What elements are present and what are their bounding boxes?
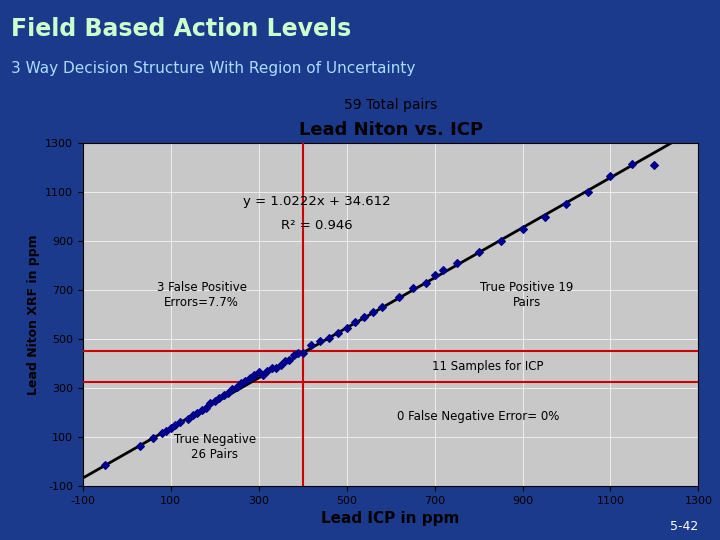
Point: [217, 391, 229, 400]
Point: [275, 360, 287, 369]
Point: [429, 271, 441, 280]
Text: y = 1.0222x + 34.612: y = 1.0222x + 34.612: [243, 195, 390, 208]
Point: [187, 410, 199, 419]
Point: [367, 308, 379, 316]
Point: [495, 237, 506, 245]
Point: [253, 368, 264, 376]
Point: [161, 427, 172, 435]
Point: [248, 370, 260, 379]
Point: [394, 293, 405, 302]
Point: [561, 200, 572, 208]
Point: [134, 441, 145, 450]
Point: [284, 355, 295, 364]
Text: 0 False Negative Error= 0%: 0 False Negative Error= 0%: [397, 410, 559, 423]
Point: [227, 385, 238, 394]
Point: [649, 161, 660, 170]
Point: [192, 408, 203, 417]
Point: [332, 329, 343, 338]
Text: 3 Way Decision Structure With Region of Uncertainty: 3 Way Decision Structure With Region of …: [11, 62, 415, 77]
Point: [279, 357, 291, 366]
Y-axis label: Lead Niton XRF in ppm: Lead Niton XRF in ppm: [27, 234, 40, 395]
Point: [204, 399, 216, 407]
Point: [148, 434, 159, 443]
Point: [350, 318, 361, 327]
Text: 11 Samples for ICP: 11 Samples for ICP: [431, 360, 543, 373]
Point: [174, 418, 185, 427]
Point: [407, 284, 418, 292]
Text: 3 False Positive
Errors=7.7%: 3 False Positive Errors=7.7%: [156, 281, 246, 309]
Point: [582, 188, 594, 197]
Point: [341, 323, 352, 332]
X-axis label: Lead ICP in ppm: Lead ICP in ppm: [321, 511, 460, 526]
Point: [231, 382, 243, 391]
Point: [315, 337, 326, 346]
Point: [235, 379, 247, 388]
Point: [262, 367, 274, 375]
Point: [359, 313, 370, 321]
Text: 59 Total pairs: 59 Total pairs: [344, 98, 437, 112]
Point: [165, 424, 176, 433]
Text: True Negative
26 Pairs: True Negative 26 Pairs: [174, 433, 256, 461]
Text: Field Based Action Levels: Field Based Action Levels: [11, 17, 351, 41]
Point: [169, 421, 181, 430]
Point: [200, 403, 212, 412]
Point: [183, 414, 194, 423]
Point: [517, 225, 528, 233]
Point: [306, 341, 318, 349]
Point: [222, 389, 234, 397]
Point: [438, 266, 449, 275]
Point: [99, 461, 111, 469]
Point: [451, 259, 462, 267]
Title: Lead Niton vs. ICP: Lead Niton vs. ICP: [299, 121, 482, 139]
Point: [288, 350, 300, 359]
Point: [240, 376, 251, 385]
Point: [376, 303, 387, 312]
Point: [209, 396, 220, 405]
Point: [156, 429, 168, 437]
Point: [420, 279, 431, 287]
Point: [244, 374, 256, 382]
Point: [266, 364, 278, 373]
Point: [257, 370, 269, 379]
Text: True Positive 19
Pairs: True Positive 19 Pairs: [480, 281, 574, 309]
Point: [213, 394, 225, 402]
Point: [626, 160, 638, 168]
Point: [297, 348, 308, 357]
Point: [473, 248, 485, 256]
Text: R² = 0.946: R² = 0.946: [281, 219, 353, 232]
Point: [292, 348, 304, 357]
Text: 5-42: 5-42: [670, 520, 698, 533]
Point: [196, 406, 207, 414]
Point: [323, 334, 335, 342]
Point: [271, 364, 282, 373]
Point: [605, 172, 616, 180]
Point: [539, 212, 550, 221]
